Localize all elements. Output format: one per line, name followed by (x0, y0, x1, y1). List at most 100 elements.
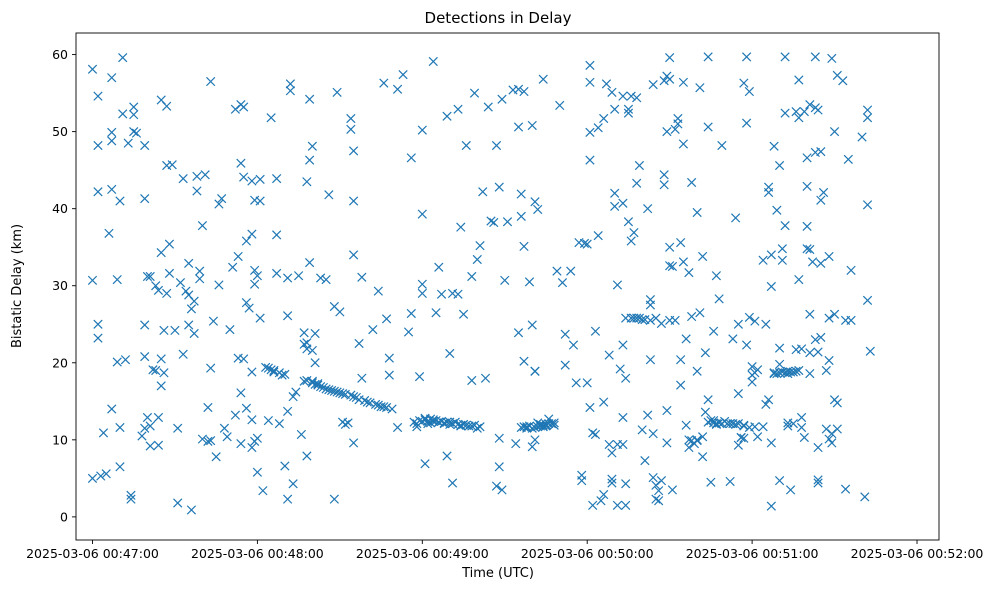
data-point (403, 327, 414, 337)
data-point (780, 108, 790, 118)
data-point (299, 376, 309, 386)
data-point (247, 442, 257, 453)
data-point (475, 241, 485, 251)
data-point (794, 365, 804, 376)
data-point (346, 390, 356, 400)
data-point (739, 78, 749, 88)
data-point (307, 141, 317, 151)
data-point (313, 380, 323, 390)
data-point (736, 432, 746, 443)
data-point (678, 257, 689, 267)
data-point (810, 335, 820, 345)
data-point (129, 127, 139, 137)
data-point (695, 308, 705, 318)
x-tick-label: 2025-03-06 00:49:00 (356, 546, 489, 561)
data-point (318, 382, 328, 393)
data-point (692, 366, 702, 376)
data-point (335, 388, 345, 398)
data-point (662, 438, 672, 448)
data-point (824, 434, 834, 444)
data-point (788, 419, 798, 429)
data-point (203, 402, 213, 413)
data-point (585, 127, 595, 138)
data-point (824, 313, 834, 323)
data-point (747, 377, 757, 387)
data-point (681, 420, 691, 430)
data-point (585, 402, 595, 413)
data-point (118, 53, 128, 63)
data-point (420, 459, 430, 469)
data-point (752, 432, 763, 442)
data-point (654, 496, 664, 506)
data-point (365, 398, 375, 408)
data-point (491, 481, 502, 491)
data-point (706, 477, 716, 487)
data-point (442, 451, 452, 461)
data-point (665, 53, 675, 63)
data-point (250, 265, 260, 275)
data-point (304, 257, 315, 268)
data-point (434, 262, 444, 272)
data-point (431, 308, 441, 318)
data-point (156, 381, 166, 391)
y-tick-label: 30 (52, 278, 68, 293)
data-point (140, 351, 150, 362)
data-point (354, 338, 364, 349)
data-point (791, 366, 801, 376)
data-point (329, 494, 339, 504)
data-point (585, 77, 595, 87)
data-point (241, 236, 252, 246)
data-point (750, 316, 760, 326)
data-point (472, 254, 482, 265)
data-point (796, 412, 807, 423)
data-point (293, 271, 304, 281)
data-point (656, 318, 667, 329)
data-point (186, 304, 197, 314)
data-point (604, 350, 614, 360)
data-point (618, 198, 628, 208)
data-point (230, 104, 241, 114)
data-point (725, 476, 735, 487)
data-point (665, 242, 675, 252)
data-point (684, 268, 694, 278)
data-point (392, 422, 403, 433)
data-point (197, 221, 208, 231)
data-point (252, 433, 263, 443)
data-point (709, 326, 719, 336)
data-point (239, 354, 249, 364)
data-point (601, 79, 612, 89)
data-point (703, 395, 713, 405)
data-point (252, 467, 263, 477)
data-point (590, 326, 601, 336)
data-point (813, 347, 823, 357)
data-point (348, 146, 359, 156)
data-point (634, 160, 645, 171)
data-point (805, 348, 815, 358)
data-point (217, 194, 227, 204)
data-point (442, 111, 452, 121)
data-point (428, 56, 438, 67)
data-point (813, 442, 823, 453)
data-point (184, 258, 194, 269)
data-point (673, 119, 683, 129)
data-point (774, 476, 785, 486)
data-point (288, 479, 298, 489)
markers-layer (87, 52, 875, 515)
data-point (142, 271, 153, 282)
data-point (379, 78, 389, 88)
data-point (777, 255, 787, 265)
data-point (766, 250, 776, 260)
data-point (805, 368, 815, 379)
data-point (530, 422, 540, 433)
data-point (733, 319, 743, 329)
data-point (406, 308, 416, 319)
data-point (519, 86, 529, 97)
data-point (417, 209, 427, 219)
data-point (263, 363, 274, 373)
data-point (585, 155, 595, 165)
data-point (461, 140, 471, 151)
data-point (829, 309, 840, 319)
data-point (255, 196, 265, 206)
data-point (370, 399, 381, 410)
data-point (489, 217, 499, 228)
